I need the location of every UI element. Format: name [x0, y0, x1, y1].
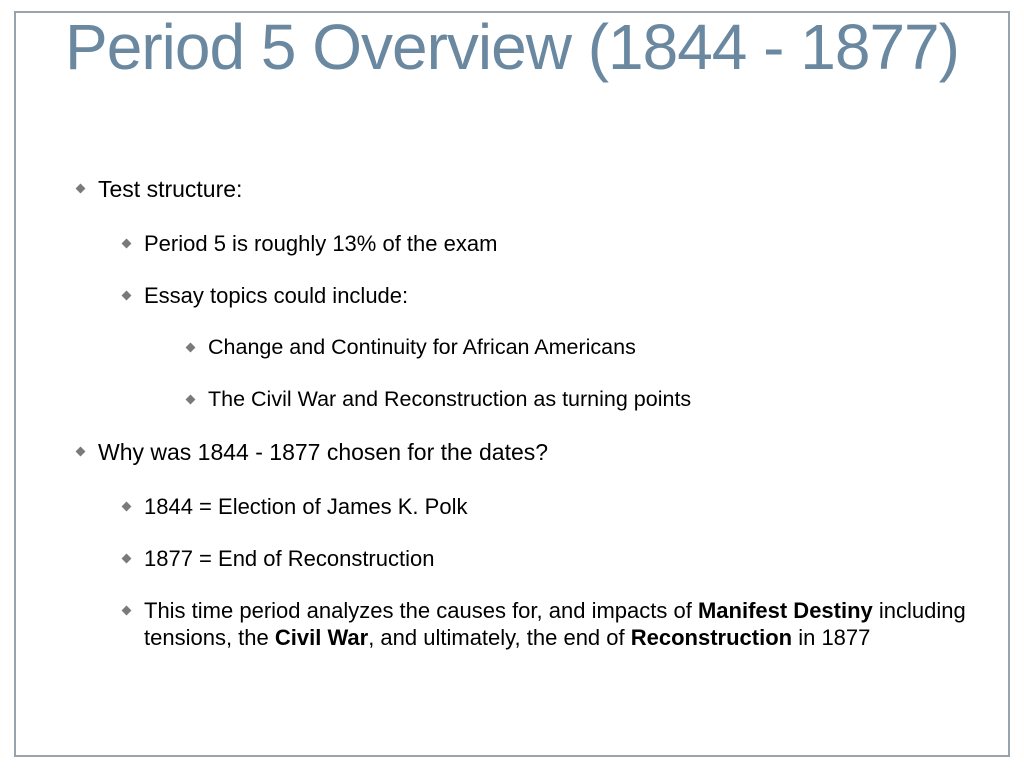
bullet-text: 1844 = Election of James K. Polk	[144, 493, 467, 521]
text-segment: in 1877	[792, 625, 870, 650]
text-bold-reconstruction: Reconstruction	[631, 625, 792, 650]
bullet-icon	[116, 597, 136, 625]
bullet-icon	[70, 175, 90, 203]
bullet-icon	[116, 230, 136, 258]
bullet-l3-civil-war: The Civil War and Reconstruction as turn…	[180, 386, 990, 414]
bullet-text: Essay topics could include:	[144, 282, 408, 310]
bullet-l2-essay-topics: Essay topics could include:	[116, 282, 990, 310]
bullet-icon	[180, 334, 200, 362]
bullet-icon	[116, 282, 136, 310]
bullet-l2-1877: 1877 = End of Reconstruction	[116, 545, 990, 573]
bullet-icon	[116, 545, 136, 573]
text-bold-manifest-destiny: Manifest Destiny	[698, 598, 873, 623]
bullet-l2-exam-percent: Period 5 is roughly 13% of the exam	[116, 230, 990, 258]
text-bold-civil-war: Civil War	[275, 625, 368, 650]
text-segment: This time period analyzes the causes for…	[144, 598, 698, 623]
bullet-text: Period 5 is roughly 13% of the exam	[144, 230, 497, 258]
bullet-l1-test-structure: Test structure:	[70, 175, 990, 204]
bullet-icon	[116, 493, 136, 521]
slide-content: Test structure: Period 5 is roughly 13% …	[70, 175, 990, 676]
bullet-text: 1877 = End of Reconstruction	[144, 545, 434, 573]
bullet-l2-1844: 1844 = Election of James K. Polk	[116, 493, 990, 521]
bullet-l2-summary: This time period analyzes the causes for…	[116, 597, 990, 652]
bullet-l3-change-continuity: Change and Continuity for African Americ…	[180, 334, 990, 362]
bullet-text: Why was 1844 - 1877 chosen for the dates…	[98, 438, 548, 467]
bullet-l1-why-dates: Why was 1844 - 1877 chosen for the dates…	[70, 438, 990, 467]
bullet-text: The Civil War and Reconstruction as turn…	[208, 386, 691, 413]
bullet-icon	[70, 438, 90, 466]
bullet-text: Change and Continuity for African Americ…	[208, 334, 636, 361]
text-segment: , and ultimately, the end of	[368, 625, 631, 650]
bullet-icon	[180, 386, 200, 414]
bullet-text: This time period analyzes the causes for…	[144, 597, 990, 652]
bullet-text: Test structure:	[98, 175, 242, 204]
slide-title: Period 5 Overview (1844 - 1877)	[0, 14, 1024, 81]
